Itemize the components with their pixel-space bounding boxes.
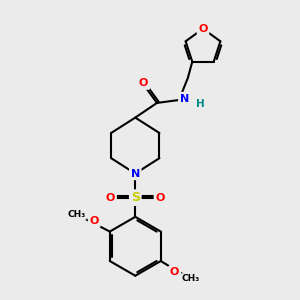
Text: O: O bbox=[89, 216, 99, 226]
Text: N: N bbox=[180, 94, 189, 103]
Text: O: O bbox=[170, 267, 179, 277]
Text: O: O bbox=[198, 24, 208, 34]
Text: N: N bbox=[131, 169, 140, 178]
Text: methoxy: methoxy bbox=[67, 212, 73, 214]
Text: S: S bbox=[131, 191, 140, 204]
Text: O: O bbox=[139, 78, 148, 88]
Text: O: O bbox=[106, 193, 115, 203]
Text: H: H bbox=[196, 98, 205, 109]
Text: O: O bbox=[155, 193, 165, 203]
Text: CH₃: CH₃ bbox=[68, 210, 85, 219]
Text: CH₃: CH₃ bbox=[182, 274, 200, 283]
